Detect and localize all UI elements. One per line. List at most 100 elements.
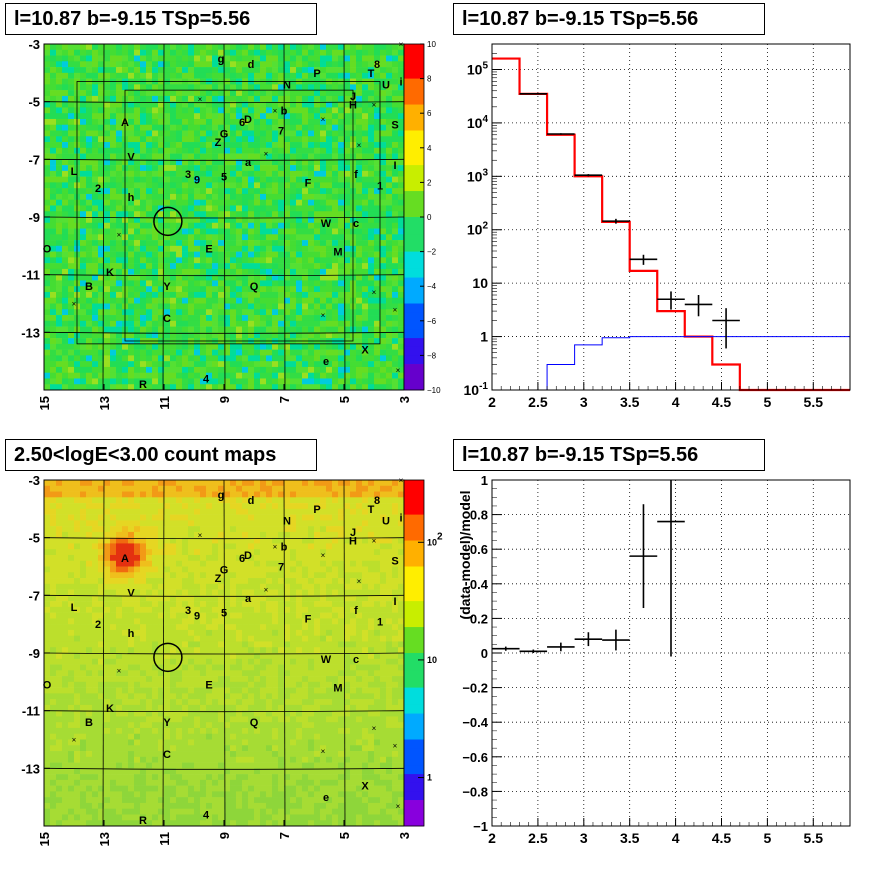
map-pixel: [224, 67, 231, 74]
map-pixel: [128, 802, 135, 809]
map-pixel: [92, 170, 99, 177]
map-pixel: [140, 101, 147, 108]
map-pixel: [380, 228, 387, 235]
map-pixel: [50, 681, 57, 688]
map-pixel: [116, 95, 123, 102]
map-pixel: [272, 176, 279, 183]
map-pixel: [164, 55, 171, 62]
map-pixel: [200, 343, 207, 350]
map-pixel: [50, 589, 57, 596]
map-pixel: [140, 716, 147, 723]
map-pixel: [332, 193, 339, 200]
map-pixel: [128, 193, 135, 200]
map-pixel: [242, 113, 249, 120]
map-pixel: [74, 676, 81, 683]
map-pixel: [350, 67, 357, 74]
map-pixel: [200, 366, 207, 373]
map-pixel: [206, 147, 213, 154]
map-pixel: [284, 118, 291, 126]
colorbar-cell: [404, 78, 424, 88]
source-label: 7: [278, 126, 284, 138]
map-pixel: [296, 182, 303, 189]
map-pixel: [80, 485, 87, 492]
map-pixel: [50, 372, 57, 379]
map-pixel: [338, 303, 345, 310]
map-pixel: [194, 274, 201, 281]
map-pixel: [110, 251, 117, 258]
map-pixel: [110, 774, 117, 781]
map-pixel: [182, 361, 189, 368]
map-pixel: [308, 361, 315, 368]
map-pixel: [104, 722, 111, 729]
map-pixel: [302, 251, 309, 258]
map-pixel: [44, 72, 51, 79]
map-pixel: [332, 286, 339, 293]
map-pixel: [314, 291, 321, 299]
map-pixel: [278, 49, 285, 56]
map-pixel: [206, 165, 213, 172]
map-pixel: [320, 176, 327, 183]
map-pixel: [146, 84, 153, 91]
map-pixel: [80, 332, 87, 339]
map-pixel: [344, 67, 351, 74]
map-pixel: [50, 768, 57, 775]
map-pixel: [92, 95, 99, 102]
map-pixel: [206, 49, 213, 56]
map-pixel: [80, 526, 87, 533]
map-pixel: [284, 95, 291, 102]
map-pixel: [68, 124, 75, 131]
map-pixel: [44, 554, 51, 562]
map-pixel: [62, 808, 69, 815]
map-pixel: [356, 136, 363, 143]
map-pixel: [374, 251, 381, 258]
map-pixel: [134, 315, 141, 322]
map-pixel: [110, 95, 117, 102]
map-pixel: [62, 303, 69, 310]
map-pixel: [62, 153, 69, 160]
map-pixel: [74, 693, 81, 700]
map-pixel: [44, 578, 51, 585]
map-pixel: [128, 595, 135, 602]
map-pixel: [86, 228, 93, 235]
map-pixel: [278, 193, 285, 200]
map-pixel: [80, 228, 87, 235]
map-pixel: [260, 315, 267, 322]
map-pixel: [296, 320, 303, 327]
map-pixel: [86, 153, 93, 160]
map-pixel: [116, 480, 123, 487]
map-pixel: [236, 361, 243, 368]
map-pixel: [278, 303, 285, 310]
map-pixel: [206, 286, 213, 293]
map-pixel: [116, 578, 123, 585]
map-pixel: [290, 188, 297, 195]
map-pixel: [44, 756, 51, 763]
map-pixel: [50, 653, 57, 660]
map-pixel: [248, 159, 255, 166]
map-pixel: [146, 234, 153, 241]
map-pixel: [128, 366, 135, 373]
map-pixel: [80, 107, 87, 114]
map-pixel: [146, 349, 153, 356]
map-pixel: [170, 61, 177, 68]
map-pixel: [176, 361, 183, 368]
map-pixel: [98, 681, 105, 688]
map-pixel: [92, 554, 99, 562]
map-pixel: [56, 355, 63, 362]
map-pixel: [62, 113, 69, 120]
map-pixel: [218, 124, 225, 131]
map-pixel: [374, 44, 381, 51]
map-pixel: [254, 55, 261, 62]
map-pixel: [68, 107, 75, 114]
map-pixel: [122, 378, 129, 385]
map-pixel: [62, 681, 69, 688]
map-pixel: [44, 520, 51, 527]
map-pixel: [302, 326, 309, 333]
map-pixel: [380, 78, 387, 85]
map-pixel: [74, 681, 81, 688]
map-pixel: [56, 664, 63, 671]
map-pixel: [290, 49, 297, 56]
map-pixel: [308, 309, 315, 316]
map-pixel: [86, 560, 93, 567]
map-pixel: [110, 549, 117, 556]
map-pixel: [332, 378, 339, 385]
